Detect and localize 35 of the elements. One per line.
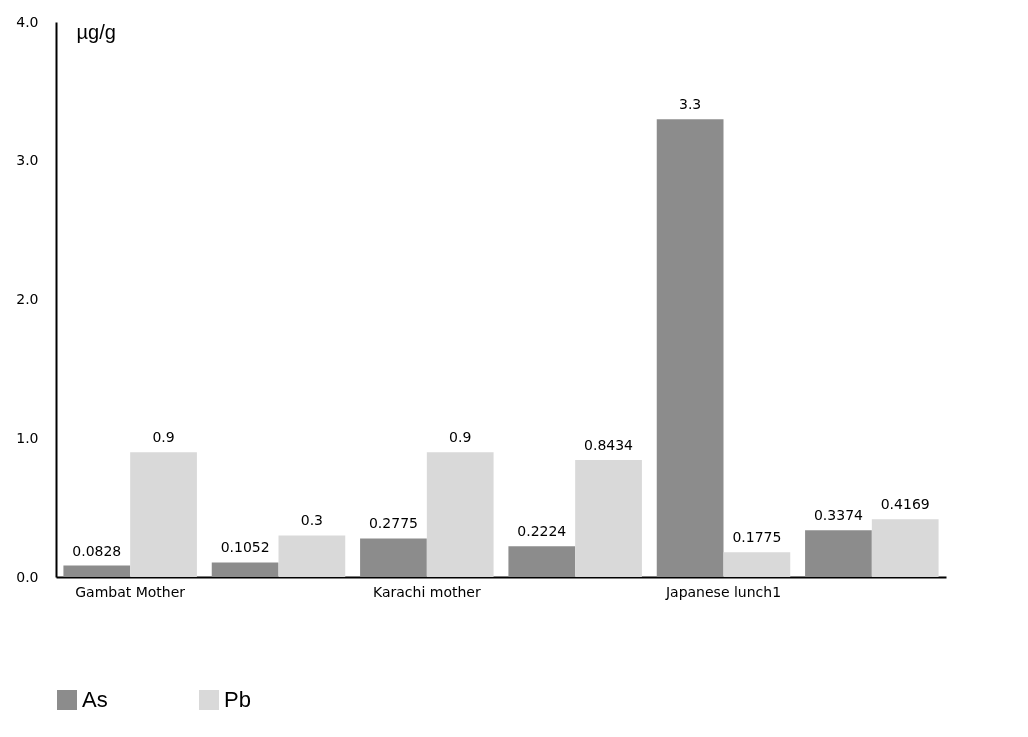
- x-tick-label: Karachi mother: [372, 583, 481, 600]
- legend-label: As: [82, 687, 108, 712]
- y-tick-label: 2.0: [16, 291, 39, 307]
- data-label: 0.1775: [732, 529, 782, 546]
- data-label: 0.9: [449, 429, 472, 446]
- bar: [871, 519, 939, 577]
- bar: [211, 562, 279, 577]
- y-tick-label: 3.0: [16, 152, 39, 169]
- bar: [130, 452, 197, 577]
- y-tick-label: 0.0: [16, 568, 39, 585]
- bar: [426, 452, 494, 577]
- bar: [63, 565, 131, 577]
- bar: [656, 119, 724, 577]
- bar: [360, 538, 427, 577]
- x-tick-label: Japanese lunch1: [664, 583, 782, 600]
- y-axis-title: µg/g: [76, 20, 116, 43]
- data-label: 0.8434: [584, 436, 634, 453]
- data-label: 0.2775: [368, 515, 418, 532]
- data-label: 0.1052: [220, 539, 270, 556]
- data-label: 0.3: [300, 512, 324, 529]
- y-tick-label: 1.0: [16, 429, 39, 446]
- bar: [508, 546, 576, 577]
- data-label: 0.2224: [517, 523, 567, 540]
- bar: [278, 535, 346, 577]
- data-label: 0.0828: [72, 542, 122, 559]
- y-tick-label: 4.0: [16, 13, 39, 30]
- legend-label: Pb: [224, 687, 251, 712]
- data-label: 0.4169: [880, 496, 930, 513]
- bar: [575, 459, 642, 577]
- data-label: 3.3: [678, 96, 702, 113]
- data-label: 0.9: [152, 429, 175, 446]
- x-tick-label: Gambat Mother: [75, 583, 186, 600]
- bar: [723, 552, 791, 577]
- bar: [805, 530, 872, 577]
- data-label: 0.3374: [813, 507, 864, 524]
